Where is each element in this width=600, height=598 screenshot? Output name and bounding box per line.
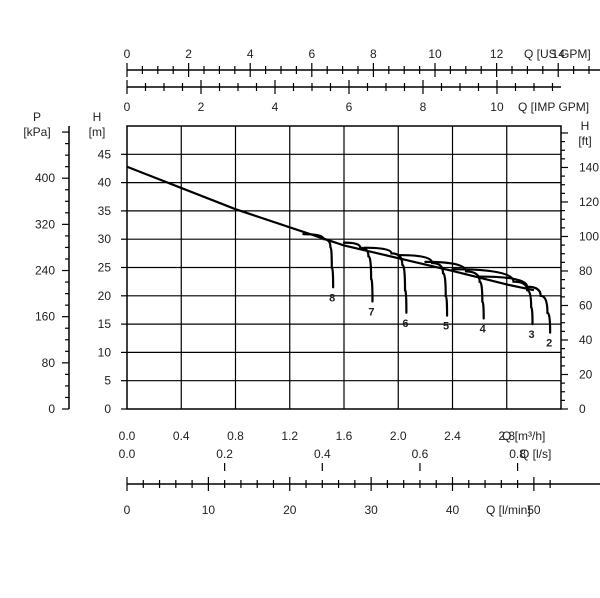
axis-title-ft-unit: [ft]	[578, 134, 591, 148]
curves	[126, 165, 552, 334]
curve-label-3: 3	[528, 329, 534, 341]
curve-label-6: 6	[402, 318, 408, 330]
axis-title-ft-symbol: H	[581, 119, 590, 133]
axis-title-m-unit: [m]	[89, 125, 106, 139]
tick-label-usgpm: 0	[124, 47, 131, 61]
tick-label-impgpm: 8	[420, 100, 427, 114]
axis-title-usgpm: Q [US GPM]	[524, 47, 591, 61]
tick-label-usgpm: 2	[185, 47, 192, 61]
tick-label-ft: 140	[579, 160, 599, 174]
curve-5	[397, 253, 449, 317]
axis-labels: 0510152025303540450801602403204000204060…	[23, 47, 599, 517]
tick-label-ls: 0.8	[509, 447, 526, 461]
curve-7	[342, 241, 374, 303]
tick-label-ft: 0	[579, 402, 586, 416]
curve-label-2: 2	[546, 338, 552, 350]
tick-label-h-m: 20	[98, 289, 112, 303]
tick-label-m3h: 2.8	[498, 429, 515, 443]
tick-label-m3h: 2.4	[444, 429, 461, 443]
tick-label-kpa: 400	[35, 171, 55, 185]
tick-label-kpa: 160	[35, 310, 55, 324]
tick-label-h-m: 0	[104, 402, 111, 416]
tick-label-h-m: 35	[98, 204, 112, 218]
axis-title-m-symbol: H	[93, 110, 102, 124]
curve-3	[451, 268, 534, 326]
tick-label-impgpm: 6	[346, 100, 353, 114]
tick-label-ft: 120	[579, 195, 599, 209]
tick-label-ft: 60	[579, 298, 593, 312]
tick-label-ft: 80	[579, 264, 593, 278]
curve-4	[424, 260, 485, 320]
tick-label-h-m: 15	[98, 317, 112, 331]
tick-label-ls: 0.4	[314, 447, 331, 461]
curve-6	[363, 246, 408, 314]
tick-label-impgpm: 10	[490, 100, 504, 114]
curve-label-7: 7	[368, 306, 374, 318]
tick-label-usgpm: 10	[428, 47, 442, 61]
tick-label-usgpm: 8	[370, 47, 377, 61]
tick-label-lmin: 40	[446, 503, 460, 517]
tick-label-usgpm: 14	[552, 47, 566, 61]
tick-label-m3h: 0.4	[173, 429, 190, 443]
curve-8	[302, 233, 335, 289]
axis-title-kpa-unit: [kPa]	[23, 125, 50, 139]
tick-label-m3h: 0.0	[119, 429, 136, 443]
tick-label-h-m: 40	[98, 176, 112, 190]
grid	[126, 125, 562, 410]
curve-label-4: 4	[480, 323, 487, 335]
tick-label-m3h: 1.6	[336, 429, 353, 443]
curve-label-5: 5	[443, 321, 449, 333]
tick-label-ls: 0.0	[119, 447, 136, 461]
tick-label-lmin: 20	[283, 503, 297, 517]
tick-label-ft: 20	[579, 367, 593, 381]
tick-label-ls: 0.2	[216, 447, 233, 461]
tick-label-kpa: 240	[35, 264, 55, 278]
curve-label-8: 8	[329, 292, 335, 304]
axis-title-ls: Q [l/s]	[520, 447, 551, 461]
tick-label-lmin: 10	[202, 503, 216, 517]
tick-label-ft: 100	[579, 229, 599, 243]
tick-label-impgpm: 0	[124, 100, 131, 114]
axis-title-impgpm: Q [IMP GPM]	[518, 100, 589, 114]
tick-label-lmin: 30	[364, 503, 378, 517]
tick-label-m3h: 0.8	[227, 429, 244, 443]
tick-label-ft: 40	[579, 333, 593, 347]
tick-label-lmin: 50	[527, 503, 541, 517]
axis-title-m3h: Q [m³/h]	[502, 429, 545, 443]
tick-label-impgpm: 2	[198, 100, 205, 114]
curve-2	[478, 275, 552, 334]
tick-label-h-m: 5	[104, 374, 111, 388]
tick-label-m3h: 1.2	[281, 429, 298, 443]
tick-label-lmin: 0	[124, 503, 131, 517]
tick-label-m3h: 2.0	[390, 429, 407, 443]
tick-label-kpa: 80	[42, 356, 56, 370]
tick-label-h-m: 30	[98, 232, 112, 246]
tick-label-kpa: 0	[48, 402, 55, 416]
tick-label-impgpm: 4	[272, 100, 279, 114]
axes	[62, 63, 600, 491]
tick-label-h-m: 10	[98, 345, 112, 359]
main-curve	[126, 165, 535, 292]
tick-label-usgpm: 4	[247, 47, 254, 61]
axis-title-lmin: Q [l/min]	[486, 503, 531, 517]
tick-label-usgpm: 6	[308, 47, 315, 61]
axis-title-kpa-symbol: P	[33, 110, 41, 124]
tick-label-h-m: 25	[98, 261, 112, 275]
tick-label-ls: 0.6	[412, 447, 429, 461]
tick-label-usgpm: 12	[490, 47, 504, 61]
tick-label-kpa: 320	[35, 217, 55, 231]
tick-label-h-m: 45	[98, 147, 112, 161]
